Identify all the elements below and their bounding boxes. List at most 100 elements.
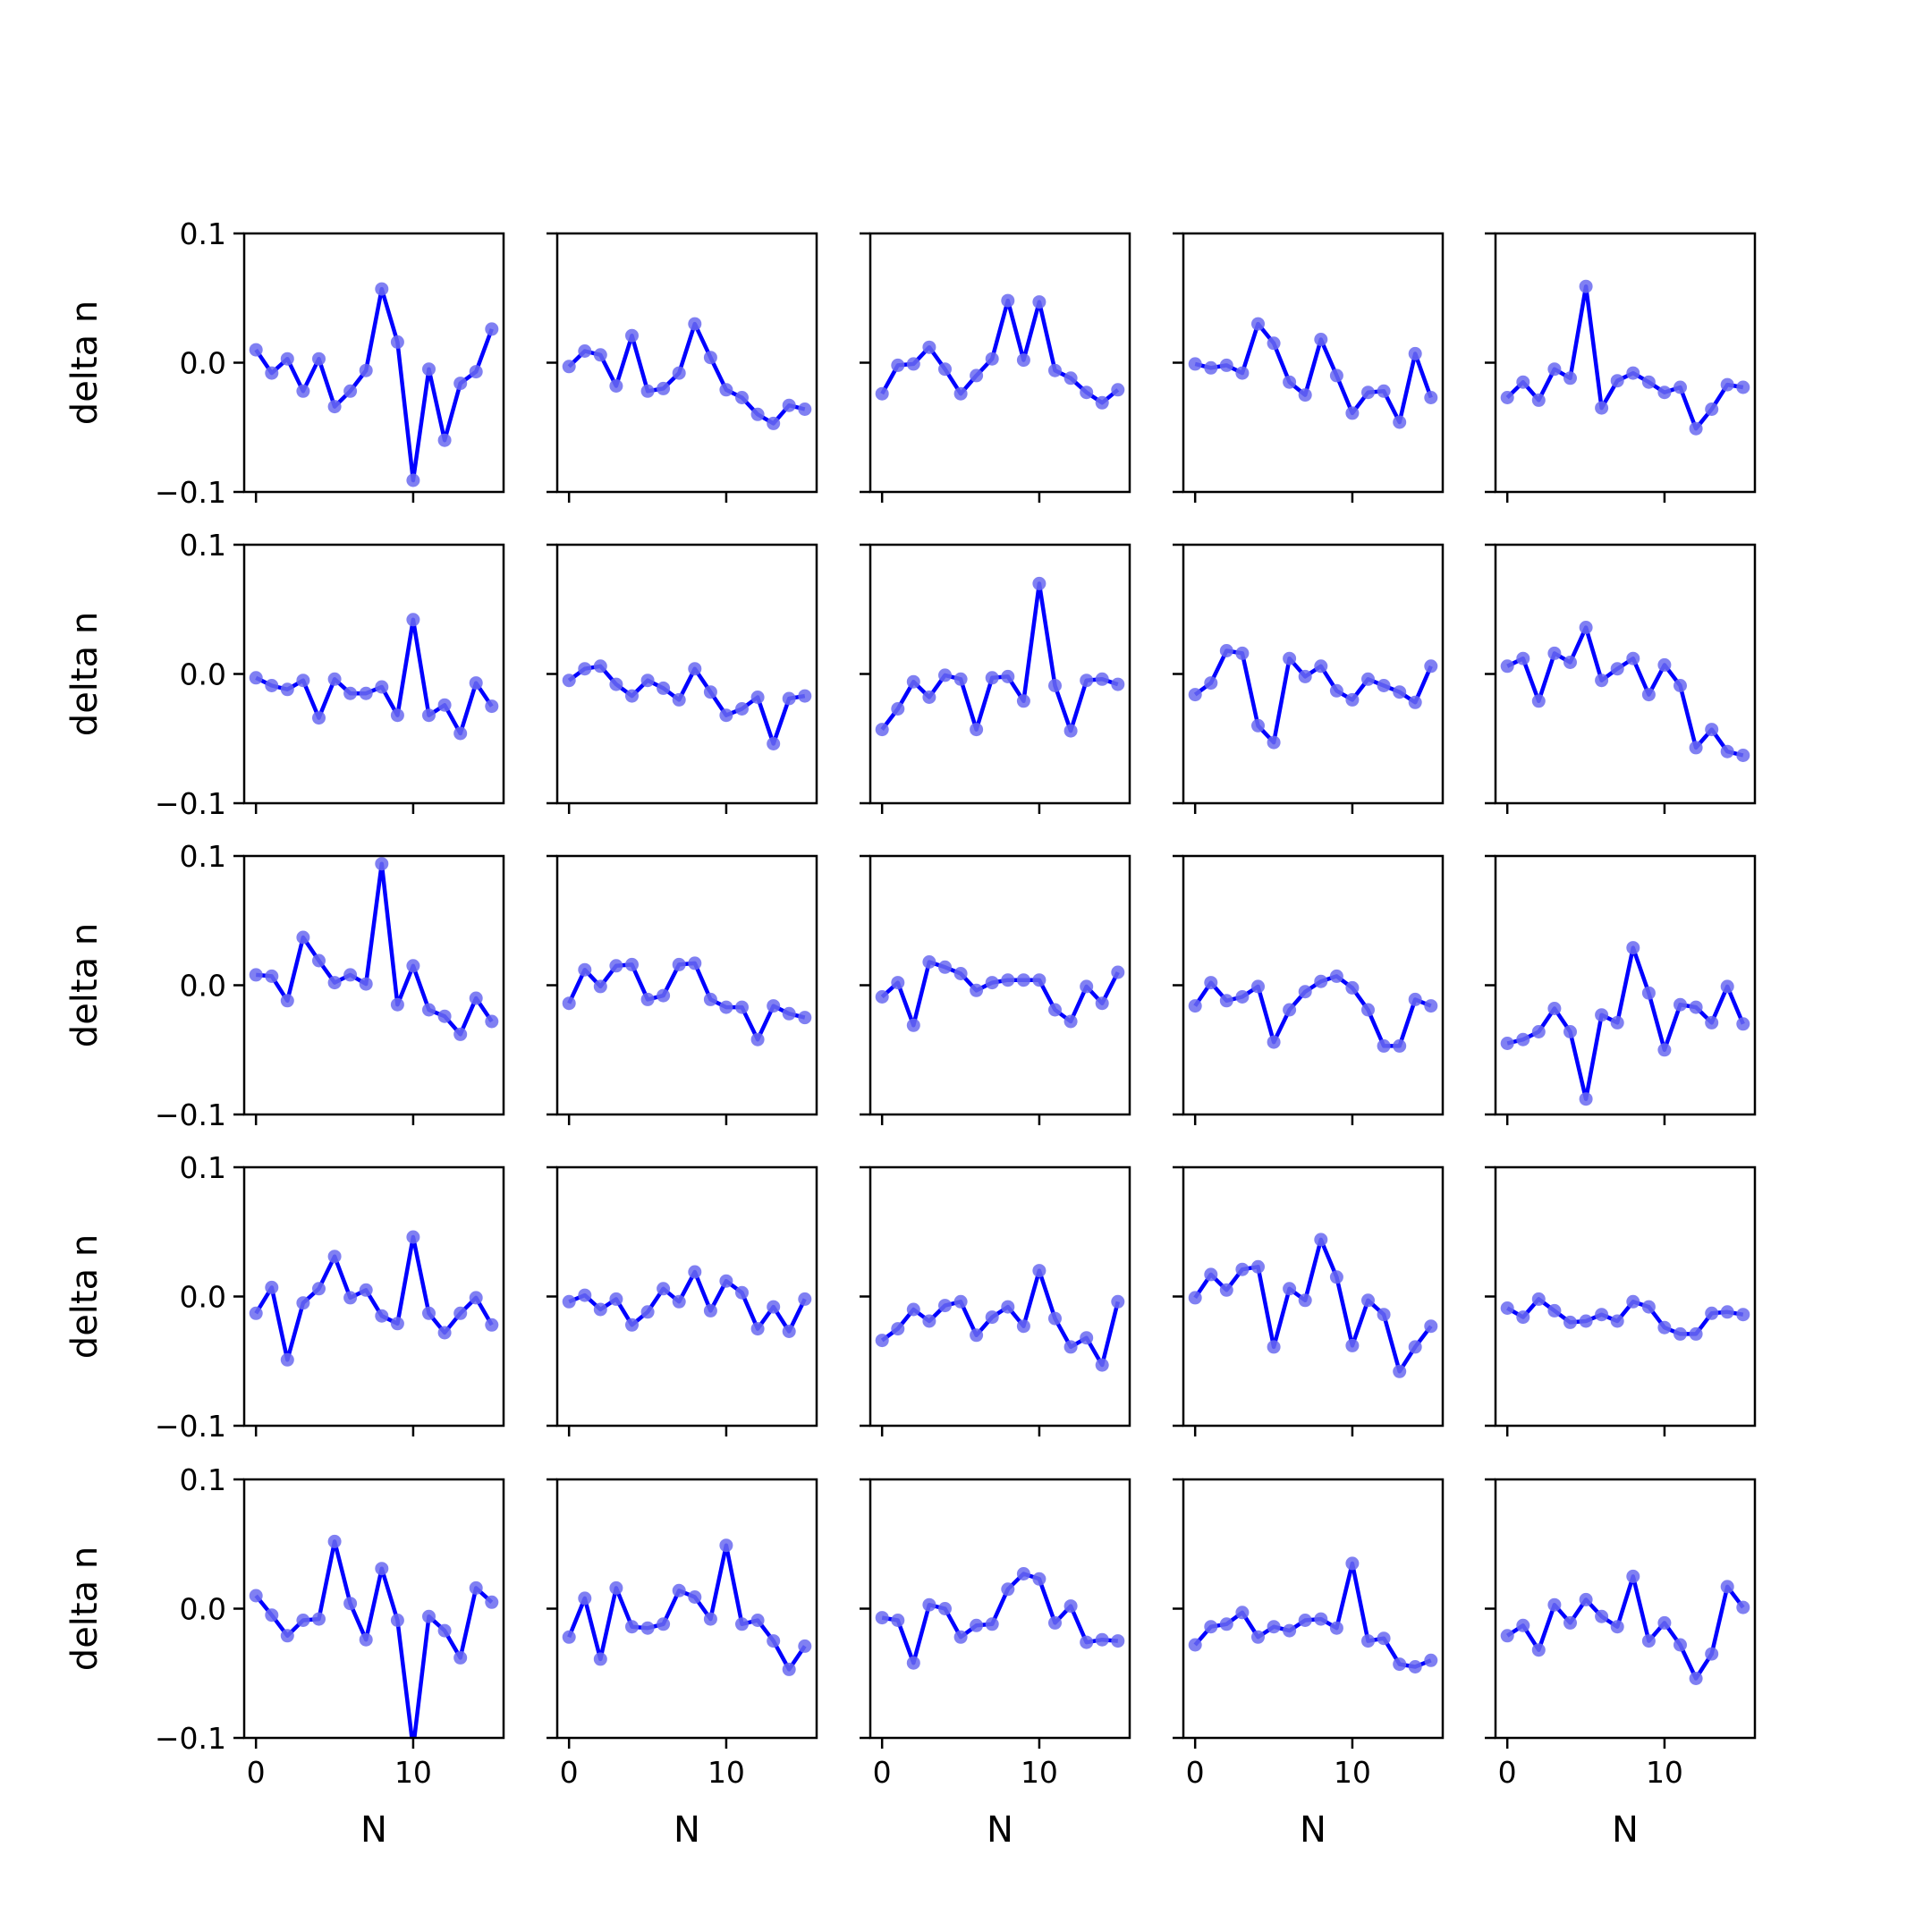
y-axis-label: delta n — [64, 301, 106, 425]
data-point — [343, 1597, 358, 1611]
data-point — [735, 1285, 749, 1300]
subplot-r4-c1: 0 10N — [547, 1478, 818, 1851]
y-tick-label: 0.0 — [180, 346, 226, 381]
data-point — [953, 967, 968, 980]
data-point — [1736, 1600, 1750, 1614]
x-tick-label: 10 — [394, 1755, 432, 1790]
data-point — [1095, 1358, 1109, 1372]
subplot-r2-c3 — [1173, 854, 1445, 1125]
data-point — [327, 1250, 342, 1264]
data-point — [985, 976, 999, 990]
data-point — [343, 1291, 358, 1305]
subplot-r4-c3: 0 10N — [1173, 1478, 1445, 1851]
data-point — [1736, 1017, 1750, 1031]
data-point — [1689, 1326, 1703, 1341]
data-point — [798, 1639, 812, 1653]
data-point — [1377, 679, 1391, 692]
data-point — [1579, 1314, 1593, 1328]
data-point — [469, 365, 483, 379]
data-point — [609, 1580, 623, 1595]
data-point — [1563, 1615, 1577, 1630]
x-axis-label: N — [360, 1809, 387, 1851]
series-line — [1505, 284, 1744, 431]
data-point — [1531, 694, 1546, 708]
data-point — [1595, 401, 1609, 415]
data-point — [1516, 651, 1530, 665]
data-point — [437, 433, 452, 447]
data-point — [312, 953, 326, 968]
data-point — [1393, 1657, 1407, 1672]
data-point — [578, 1591, 592, 1606]
y-tick-label: −0.1 — [155, 1409, 226, 1444]
data-point — [1641, 1634, 1656, 1648]
data-point — [953, 1630, 968, 1644]
data-point — [1720, 744, 1734, 758]
data-point — [798, 1292, 812, 1306]
data-point — [703, 992, 717, 1006]
data-point — [1095, 395, 1109, 410]
data-point — [1111, 1294, 1125, 1309]
data-point — [1657, 1615, 1672, 1630]
data-point — [1001, 1300, 1015, 1314]
series-line — [254, 286, 494, 483]
data-point — [422, 1609, 436, 1623]
data-point — [906, 1018, 920, 1032]
data-point — [1377, 1308, 1391, 1322]
data-point — [1329, 969, 1343, 983]
series-line-group — [875, 955, 1125, 1032]
data-point — [593, 979, 607, 994]
data-point — [1188, 999, 1202, 1013]
data-point — [1111, 677, 1125, 691]
data-point — [906, 357, 920, 371]
data-point — [375, 680, 389, 694]
data-point — [406, 613, 420, 627]
data-point — [657, 988, 671, 1003]
data-point — [1080, 1635, 1094, 1649]
data-point — [625, 1318, 639, 1332]
data-point — [1393, 685, 1407, 699]
subplot-r4-c2: 0 10N — [860, 1478, 1131, 1851]
data-point — [891, 702, 905, 716]
axes-frame — [242, 1165, 505, 1428]
data-point — [437, 1623, 452, 1638]
data-point — [375, 282, 389, 296]
data-point — [437, 1326, 452, 1340]
data-point — [735, 702, 749, 716]
data-point — [1424, 999, 1438, 1013]
data-point — [578, 1288, 592, 1302]
data-point — [1736, 380, 1750, 394]
data-point — [953, 386, 968, 401]
data-point — [1563, 1025, 1577, 1038]
data-point — [359, 1283, 373, 1297]
data-point — [938, 960, 952, 974]
data-point — [1001, 973, 1015, 987]
axes-frame — [1494, 1478, 1757, 1740]
data-point — [672, 1583, 686, 1597]
data-point — [1032, 973, 1046, 987]
axes-frame — [1494, 543, 1757, 805]
series-line-group — [562, 659, 812, 750]
data-point — [1626, 941, 1640, 955]
data-point — [1032, 295, 1046, 309]
data-point — [280, 352, 294, 366]
data-point — [280, 682, 294, 697]
data-point — [1408, 1340, 1422, 1354]
axes-frame — [1182, 1165, 1445, 1428]
series-line — [1193, 1237, 1433, 1374]
data-point — [390, 1317, 404, 1331]
data-point — [1720, 1580, 1734, 1594]
data-point — [1329, 1621, 1343, 1635]
data-point — [782, 1325, 796, 1338]
data-point — [578, 662, 592, 676]
data-point — [1235, 366, 1250, 380]
series-line-group — [249, 613, 499, 741]
subplot-r4-c0: 0.1 0.0 −0.1 0 10 delta n N — [64, 1462, 505, 1851]
series-line — [1506, 945, 1745, 1101]
series-line — [567, 664, 806, 746]
series-line — [1193, 974, 1432, 1048]
subplot-r0-c1 — [547, 232, 818, 503]
data-point — [922, 340, 936, 354]
data-point — [296, 1614, 310, 1627]
data-point — [688, 662, 702, 676]
data-point — [437, 698, 452, 712]
